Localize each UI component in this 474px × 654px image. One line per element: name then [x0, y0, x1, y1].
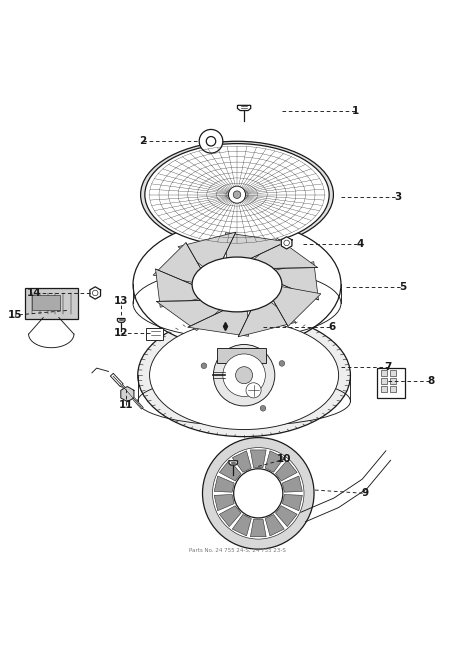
Circle shape — [206, 137, 216, 146]
Bar — [390, 370, 396, 376]
Bar — [390, 377, 396, 384]
Polygon shape — [237, 105, 251, 111]
Text: 1: 1 — [352, 105, 359, 116]
Text: Parts No. 24 755 24-S, 24 755 23-S: Parts No. 24 755 24-S, 24 755 23-S — [189, 548, 285, 553]
Circle shape — [246, 383, 261, 398]
Polygon shape — [232, 515, 251, 536]
Text: 12: 12 — [114, 328, 128, 337]
Circle shape — [260, 405, 266, 411]
Polygon shape — [178, 232, 236, 267]
Text: 3: 3 — [394, 192, 401, 202]
Circle shape — [201, 363, 207, 369]
Polygon shape — [214, 494, 234, 511]
Polygon shape — [90, 287, 100, 299]
Polygon shape — [250, 450, 266, 468]
FancyBboxPatch shape — [377, 368, 405, 398]
Polygon shape — [156, 301, 220, 330]
Polygon shape — [153, 243, 201, 283]
Text: 5: 5 — [399, 282, 406, 292]
Text: 10: 10 — [277, 455, 292, 464]
Circle shape — [202, 438, 314, 549]
Ellipse shape — [133, 220, 341, 349]
Circle shape — [228, 186, 246, 203]
Text: 4: 4 — [356, 239, 364, 249]
Circle shape — [92, 290, 98, 296]
Ellipse shape — [141, 141, 333, 248]
Text: 7: 7 — [384, 362, 392, 372]
FancyBboxPatch shape — [25, 288, 78, 319]
Polygon shape — [283, 476, 302, 492]
Bar — [381, 370, 387, 376]
Text: 15: 15 — [8, 310, 22, 320]
Bar — [32, 295, 60, 311]
Polygon shape — [232, 451, 251, 472]
Text: 13: 13 — [114, 296, 128, 306]
Text: 6: 6 — [328, 322, 335, 332]
Text: AriesDiagrams.com: AriesDiagrams.com — [185, 293, 260, 302]
Circle shape — [213, 345, 275, 406]
Polygon shape — [238, 302, 296, 337]
Polygon shape — [275, 262, 319, 300]
Ellipse shape — [138, 314, 350, 437]
Circle shape — [279, 360, 285, 366]
Polygon shape — [155, 269, 199, 307]
Text: 14: 14 — [27, 288, 41, 298]
Circle shape — [236, 367, 253, 384]
FancyBboxPatch shape — [217, 348, 266, 363]
Polygon shape — [283, 494, 302, 511]
Ellipse shape — [192, 257, 282, 312]
Polygon shape — [265, 451, 284, 472]
Polygon shape — [250, 519, 266, 537]
Polygon shape — [188, 311, 248, 336]
Polygon shape — [146, 328, 163, 340]
Text: 8: 8 — [427, 376, 434, 387]
Text: 11: 11 — [118, 400, 133, 410]
Circle shape — [233, 191, 241, 198]
Bar — [381, 377, 387, 384]
Circle shape — [212, 447, 304, 539]
Polygon shape — [118, 318, 125, 322]
Polygon shape — [214, 476, 234, 492]
Circle shape — [234, 469, 283, 518]
Polygon shape — [281, 237, 292, 249]
Circle shape — [199, 129, 223, 153]
Polygon shape — [265, 515, 284, 536]
Polygon shape — [219, 460, 241, 481]
Circle shape — [284, 240, 290, 246]
Polygon shape — [254, 238, 318, 268]
Bar — [390, 386, 396, 392]
Text: 2: 2 — [139, 136, 146, 146]
Circle shape — [223, 354, 265, 396]
Polygon shape — [229, 461, 237, 465]
Ellipse shape — [145, 144, 329, 246]
Polygon shape — [275, 460, 297, 481]
Polygon shape — [275, 506, 297, 526]
Polygon shape — [219, 506, 241, 526]
Polygon shape — [121, 387, 134, 402]
Polygon shape — [226, 233, 286, 258]
Bar — [381, 386, 387, 392]
Text: 9: 9 — [361, 489, 368, 498]
Ellipse shape — [150, 321, 338, 430]
Polygon shape — [273, 286, 321, 326]
